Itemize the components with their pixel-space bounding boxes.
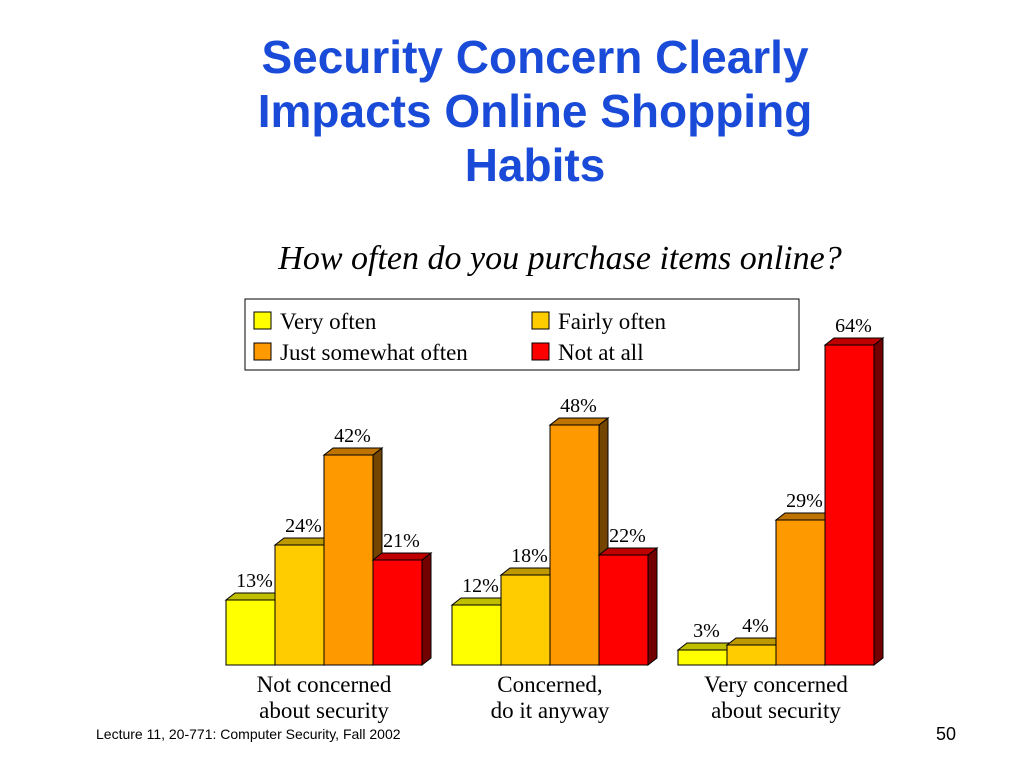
data-label: 64% bbox=[835, 315, 872, 337]
bar-top bbox=[548, 417, 610, 426]
bar-top bbox=[371, 552, 433, 561]
category-label: about security bbox=[259, 698, 389, 723]
legend-label: Not at all bbox=[558, 340, 644, 365]
page-number: 50 bbox=[936, 724, 957, 744]
data-label: 4% bbox=[742, 615, 769, 637]
title-line: Security Concern Clearly bbox=[261, 31, 809, 83]
bar bbox=[549, 424, 600, 666]
data-label: 24% bbox=[285, 515, 322, 537]
bar-top bbox=[823, 337, 885, 346]
bar-side bbox=[647, 546, 658, 667]
data-label: 42% bbox=[334, 425, 371, 447]
bar bbox=[451, 604, 502, 666]
title-line: Habits bbox=[464, 139, 606, 191]
bar bbox=[726, 644, 777, 666]
footer-text: Lecture 11, 20-771: Computer Security, F… bbox=[96, 726, 401, 742]
data-label: 12% bbox=[462, 575, 499, 597]
legend-swatch bbox=[253, 311, 272, 330]
bar bbox=[598, 554, 649, 666]
bar bbox=[824, 344, 875, 666]
category-label: do it anyway bbox=[491, 698, 610, 723]
category-label: Very concerned bbox=[704, 672, 848, 697]
bar bbox=[500, 574, 551, 666]
bar bbox=[225, 599, 276, 666]
bar-side bbox=[421, 551, 432, 667]
bar-top bbox=[322, 447, 384, 456]
data-label: 29% bbox=[786, 490, 823, 512]
data-label: 3% bbox=[693, 620, 720, 642]
bar bbox=[775, 519, 826, 666]
legend-label: Very often bbox=[280, 309, 377, 334]
data-label: 48% bbox=[560, 395, 597, 417]
bar bbox=[323, 454, 374, 666]
legend-swatch bbox=[253, 342, 272, 361]
chart-subtitle: How often do you purchase items online? bbox=[278, 240, 842, 277]
data-label: 21% bbox=[383, 530, 420, 552]
category-label: Concerned, bbox=[497, 672, 602, 697]
bar bbox=[677, 649, 728, 666]
category-label: Not concerned bbox=[257, 672, 392, 697]
title-line: Impacts Online Shopping bbox=[257, 85, 813, 137]
bar bbox=[372, 559, 423, 666]
bar-top bbox=[597, 547, 659, 556]
legend bbox=[244, 298, 800, 371]
bar-side bbox=[873, 336, 884, 667]
category-label: about security bbox=[711, 698, 841, 723]
legend-swatch bbox=[531, 311, 550, 330]
data-label: 18% bbox=[511, 545, 548, 567]
legend-swatch bbox=[531, 342, 550, 361]
page-title: Security Concern Clearly Impacts Online … bbox=[200, 30, 870, 192]
legend-label: Just somewhat often bbox=[280, 340, 468, 365]
data-label: 22% bbox=[609, 525, 646, 547]
bar bbox=[274, 544, 325, 666]
data-label: 13% bbox=[236, 570, 273, 592]
legend-label: Fairly often bbox=[558, 309, 666, 334]
